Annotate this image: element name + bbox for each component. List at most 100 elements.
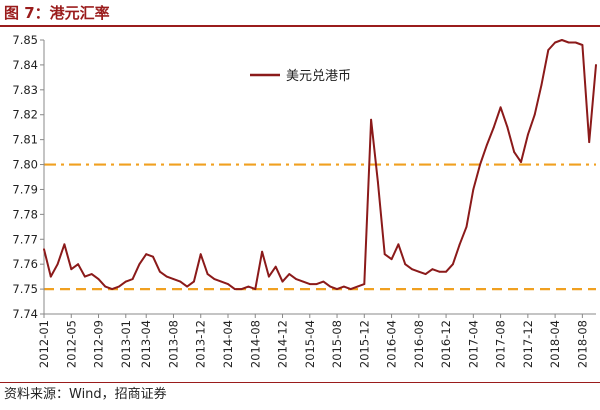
data-point (90, 273, 93, 275)
title-divider (0, 25, 600, 27)
chart-axes: 7.74 7.75 7.76 7.77 7.78 7.79 7.80 7.81 7.82 7.83… (12, 33, 596, 368)
data-point (370, 118, 372, 121)
data-point (588, 141, 591, 144)
data-point (159, 270, 161, 273)
x-tick-label: 2016-08 (412, 320, 426, 368)
x-tick-label: 2016-12 (439, 320, 453, 368)
data-point (97, 278, 100, 280)
data-point (43, 248, 45, 251)
x-tick-label: 2018-08 (575, 320, 589, 368)
data-point (145, 253, 148, 256)
data-point (424, 273, 427, 275)
x-tick-label: 2018-04 (548, 320, 562, 368)
data-point (322, 280, 325, 283)
data-point (554, 41, 556, 44)
data-point (397, 243, 400, 246)
data-point (213, 278, 216, 280)
y-tick-label: 7.77 (12, 232, 38, 246)
data-point (452, 263, 454, 266)
y-tick-label: 7.76 (12, 257, 38, 271)
data-point (567, 41, 570, 44)
data-point (486, 143, 488, 146)
exchange-rate-chart: 7.74 7.75 7.76 7.77 7.78 7.79 7.80 7.81 7.82 7.83… (12, 33, 597, 368)
data-point (199, 253, 202, 256)
y-tick-label: 7.85 (12, 33, 38, 47)
data-point (70, 268, 73, 271)
data-point (349, 288, 352, 290)
y-tick-label: 7.79 (12, 182, 38, 196)
x-tick-label: 2017-04 (466, 320, 480, 368)
data-point (547, 49, 550, 51)
data-point (118, 285, 120, 288)
data-point (152, 255, 154, 258)
data-point (111, 288, 113, 290)
reference-lines (44, 163, 596, 291)
data-point (431, 268, 434, 271)
data-point (513, 151, 516, 154)
data-point (295, 278, 297, 280)
x-tick-label: 2012-01 (37, 320, 51, 368)
data-point (315, 283, 318, 285)
x-tick-label: 2015-08 (330, 320, 344, 368)
data-point (417, 270, 420, 273)
y-tick-label: 7.78 (12, 207, 38, 221)
data-point (220, 280, 223, 283)
y-tick-label: 7.84 (12, 58, 38, 72)
data-point (465, 225, 468, 228)
data-point (206, 273, 209, 275)
x-tick-label: 2017-08 (494, 320, 508, 368)
data-point (533, 113, 536, 116)
data-point (404, 263, 407, 266)
data-point (281, 280, 284, 283)
data-point (186, 285, 189, 288)
source-divider (0, 382, 600, 383)
data-point (84, 275, 86, 278)
data-point (233, 288, 236, 290)
data-point (438, 270, 441, 273)
data-point (302, 280, 304, 283)
data-point (172, 278, 175, 280)
data-point (479, 163, 481, 166)
data-point (499, 106, 502, 109)
y-tick-label: 7.81 (12, 133, 38, 147)
data-point (63, 243, 66, 246)
data-point (356, 285, 359, 288)
data-point (329, 285, 332, 288)
data-point (131, 278, 134, 280)
data-point (377, 181, 379, 183)
data-point (343, 285, 345, 288)
x-tick-label: 2013-04 (139, 320, 153, 368)
data-point (254, 288, 257, 290)
source-note: 资料来源：Wind，招商证券 (4, 387, 167, 402)
data-point (288, 273, 291, 275)
data-point (472, 188, 475, 191)
data-point (383, 253, 386, 256)
data-point (336, 288, 338, 290)
x-tick-label: 2015-12 (357, 320, 371, 368)
series-line (43, 39, 597, 291)
data-point (527, 133, 529, 136)
y-tick-label: 7.82 (12, 108, 38, 122)
x-tick-label: 2015-04 (303, 320, 317, 368)
data-point (445, 270, 447, 273)
legend-label: 美元兑港币 (286, 69, 351, 84)
data-point (595, 64, 597, 66)
data-point (458, 243, 461, 246)
data-point (165, 275, 168, 278)
data-point (540, 83, 543, 86)
data-point (520, 161, 522, 164)
x-tick-label: 2014-04 (221, 320, 235, 368)
data-point (138, 263, 141, 266)
data-point (574, 41, 577, 44)
data-point (77, 263, 79, 266)
x-tick-label: 2016-04 (385, 320, 399, 368)
data-point (308, 283, 311, 285)
x-tick-label: 2013-12 (194, 320, 208, 368)
x-tick-label: 2014-12 (276, 320, 290, 368)
x-tick-label: 2012-09 (92, 320, 106, 368)
y-tick-label: 7.83 (12, 83, 38, 97)
data-point (268, 275, 270, 278)
figure-title: 图 7：港元汇率 (4, 4, 110, 22)
chart-legend: 美元兑港币 (250, 69, 351, 84)
data-point (179, 280, 182, 283)
